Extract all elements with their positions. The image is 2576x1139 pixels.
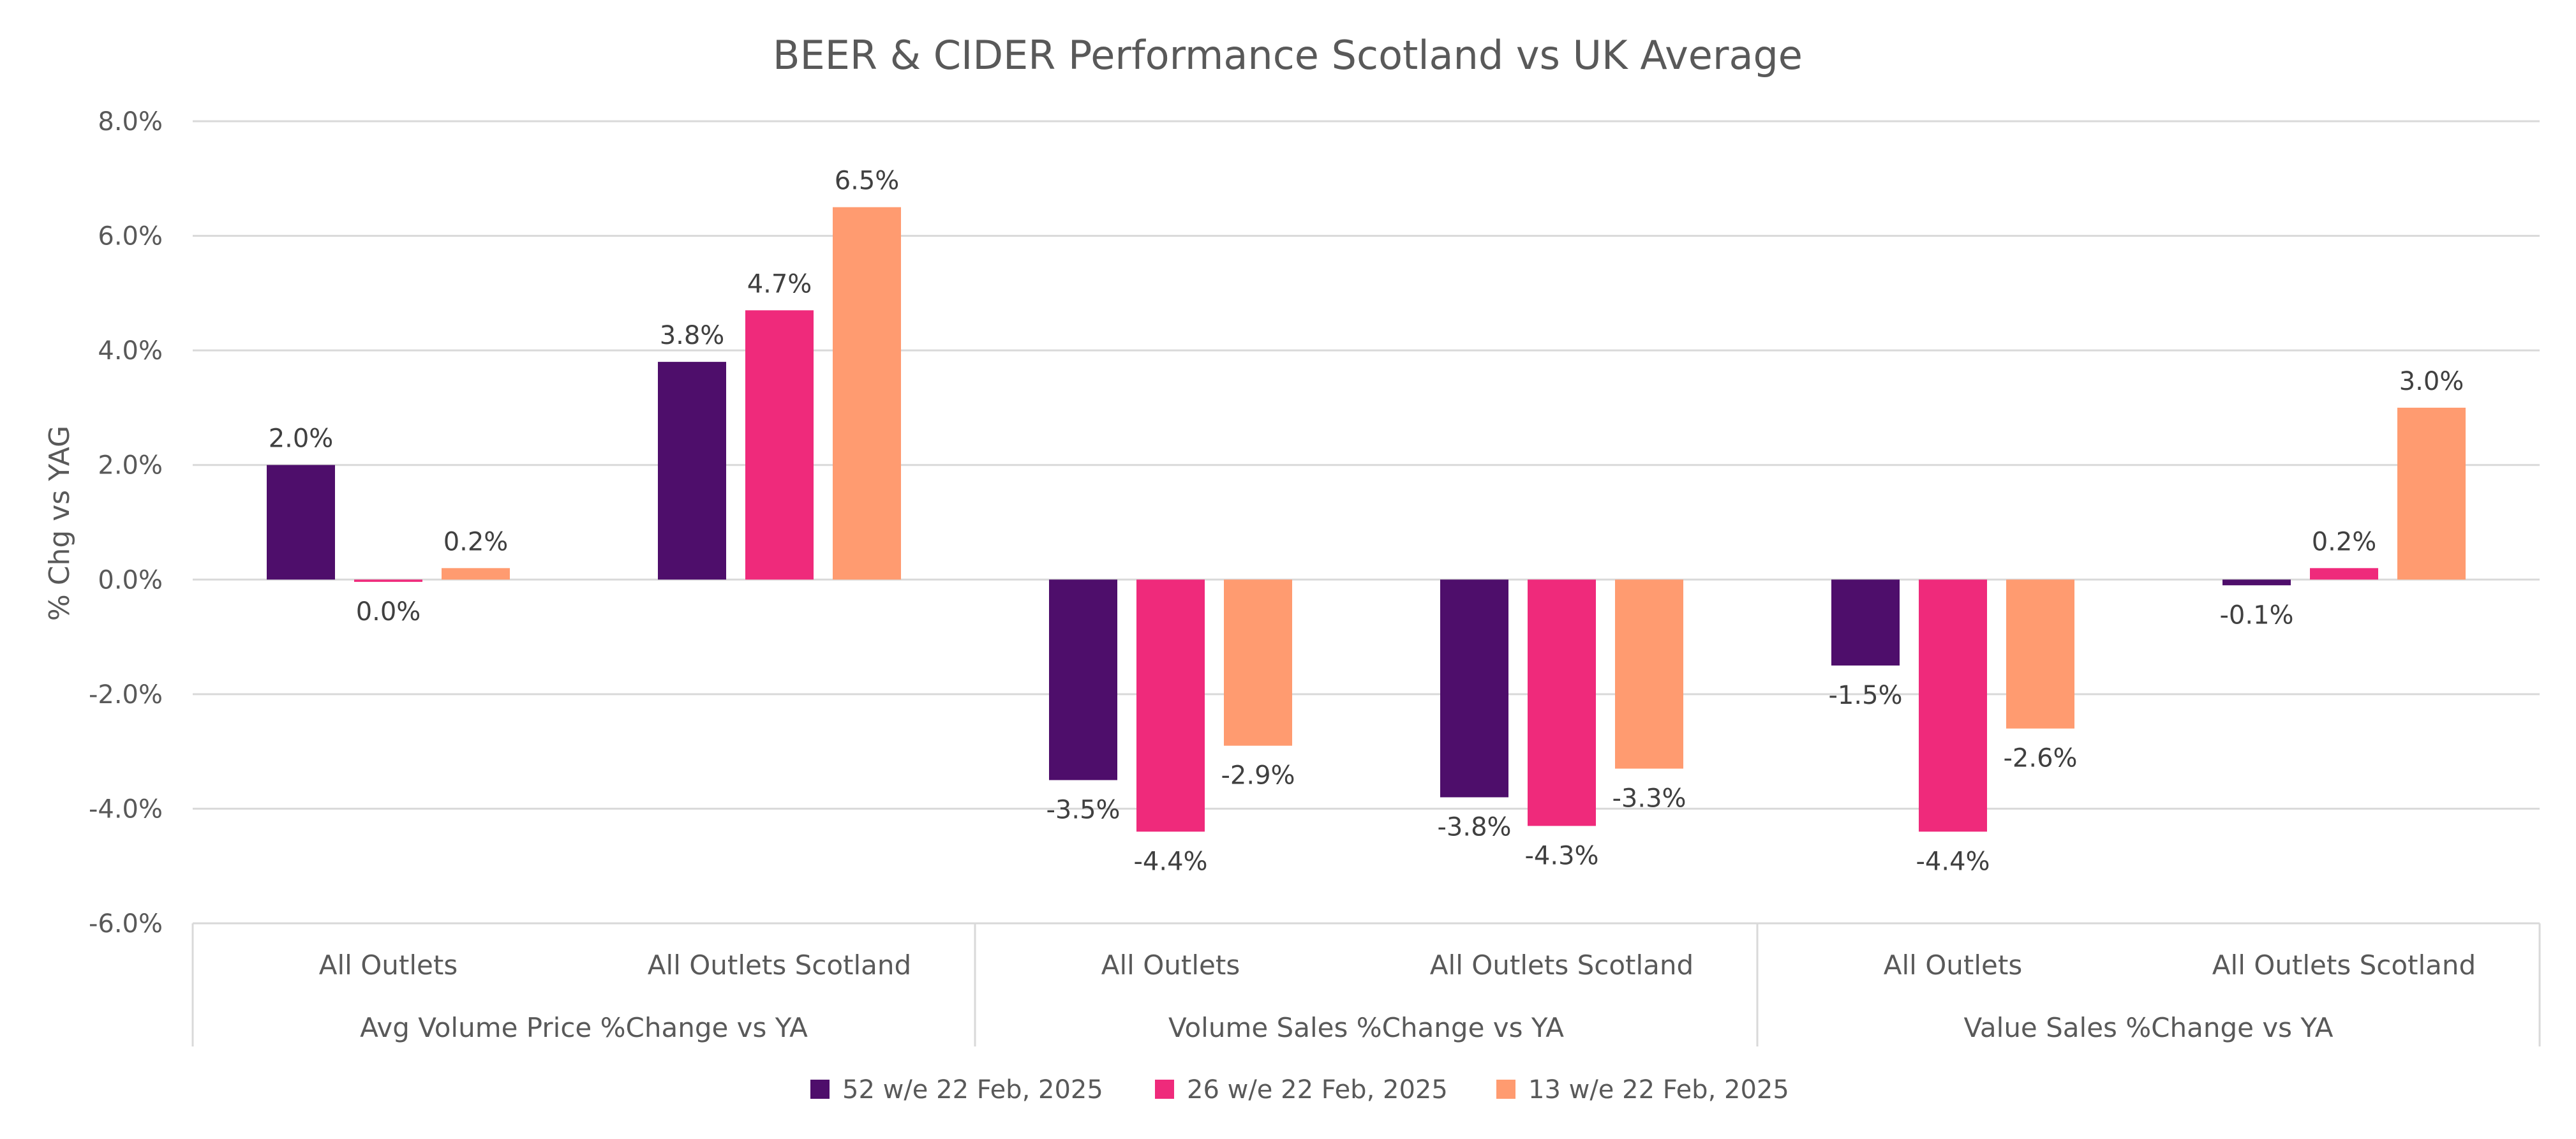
bar (2310, 568, 2378, 580)
bar (833, 207, 901, 580)
data-label: 0.2% (443, 527, 509, 556)
bar (745, 310, 814, 580)
y-axis-ticks: 8.0% 6.0% 4.0% 2.0% 0.0% -2.0% -4.0% -6.0% (89, 107, 163, 939)
bar (1049, 579, 1117, 780)
bar (1136, 579, 1205, 832)
data-label: -1.5% (1828, 681, 1902, 710)
bar (1615, 579, 1683, 769)
bar (1528, 579, 1596, 826)
data-label: -4.4% (1133, 847, 1207, 876)
chart-title: BEER & CIDER Performance Scotland vs UK … (773, 32, 1803, 78)
y-axis-title: % Chg vs YAG (43, 426, 76, 621)
y-tick-label: -4.0% (89, 794, 163, 824)
x-group-label: Avg Volume Price %Change vs YA (360, 1012, 808, 1043)
data-label: -3.3% (1612, 784, 1686, 814)
bar (1440, 579, 1508, 798)
data-label: 6.5% (835, 167, 900, 196)
y-tick-label: 0.0% (98, 565, 163, 595)
bar (2222, 579, 2291, 586)
y-tick-label: 2.0% (98, 451, 163, 480)
x-category-label: All Outlets Scotland (2212, 949, 2476, 981)
legend-label: 13 w/e 22 Feb, 2025 (1528, 1075, 1789, 1105)
x-category-label: All Outlets (1884, 949, 2022, 981)
data-label: -3.5% (1046, 796, 1120, 825)
bar (1224, 579, 1292, 746)
bar (658, 362, 726, 580)
x-category-label: All Outlets Scotland (1430, 949, 1694, 981)
y-tick-label: 6.0% (98, 222, 163, 251)
bar (1831, 579, 1900, 666)
y-tick-label: -2.0% (89, 680, 163, 710)
bar (2397, 407, 2466, 580)
y-tick-label: -6.0% (89, 909, 163, 939)
legend-label: 52 w/e 22 Feb, 2025 (842, 1075, 1103, 1105)
bar (267, 465, 335, 580)
data-label: -2.9% (1221, 761, 1295, 791)
legend-swatch (1155, 1080, 1174, 1099)
x-group-label: Value Sales %Change vs YA (1963, 1012, 2333, 1043)
data-label: -2.6% (2003, 744, 2077, 773)
x-category-label: All Outlets (319, 949, 458, 981)
data-label: 2.0% (269, 424, 334, 454)
x-category-label: All Outlets Scotland (648, 949, 911, 981)
x-axis-categories: All Outlets All Outlets Scotland All Outle… (191, 922, 2541, 1046)
data-label: -4.3% (1524, 841, 1598, 870)
bar (2006, 579, 2074, 729)
data-label: -4.4% (1916, 847, 1990, 876)
legend-swatch (810, 1080, 830, 1099)
legend-swatch (1496, 1080, 1515, 1099)
data-labels: 2.0% 3.8% -3.5% -3.8% -1.5% -0.1% 0.0% 4.7% -4.4… (269, 167, 2464, 877)
data-label: 3.8% (660, 321, 725, 350)
data-label: 4.7% (747, 269, 812, 299)
legend: 52 w/e 22 Feb, 2025 26 w/e 22 Feb, 2025 13… (810, 1075, 1789, 1105)
bar (1919, 579, 1987, 832)
bars (267, 207, 2466, 832)
y-tick-label: 4.0% (98, 336, 163, 366)
bar (354, 579, 422, 582)
data-label: 0.0% (356, 597, 421, 627)
data-label: -3.8% (1437, 812, 1511, 842)
data-label: 3.0% (2399, 367, 2464, 396)
data-label: 0.2% (2312, 527, 2377, 556)
data-label: -0.1% (2219, 600, 2293, 630)
x-category-label: All Outlets (1101, 949, 1240, 981)
y-tick-label: 8.0% (98, 107, 163, 137)
x-group-label: Volume Sales %Change vs YA (1168, 1012, 1564, 1043)
gridlines (193, 120, 2540, 810)
legend-label: 26 w/e 22 Feb, 2025 (1187, 1075, 1448, 1105)
bar (442, 568, 510, 580)
